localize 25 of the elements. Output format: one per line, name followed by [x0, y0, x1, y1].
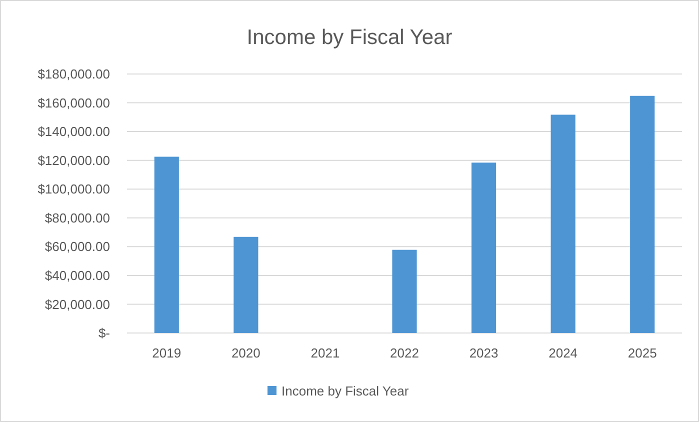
- bar: [630, 96, 655, 333]
- y-tick-label: $-: [98, 326, 110, 341]
- y-tick-label: $180,000.00: [38, 66, 110, 82]
- x-tick-label: 2019: [152, 346, 182, 361]
- y-tick-label: $40,000.00: [44, 268, 110, 283]
- x-tick-label: 2023: [469, 346, 498, 361]
- bar: [550, 114, 576, 333]
- x-tick-label: 2024: [548, 346, 578, 361]
- y-tick-label: $120,000.00: [38, 152, 110, 168]
- bar: [471, 162, 496, 333]
- x-tick-label: 2025: [628, 346, 657, 361]
- x-tick-label: 2021: [310, 346, 340, 361]
- y-tick-label: $20,000.00: [44, 296, 110, 312]
- x-tick-label: 2020: [231, 346, 260, 361]
- y-tick-label: $80,000.00: [44, 210, 110, 226]
- y-tick-label: $100,000.00: [38, 182, 110, 197]
- bar: [154, 156, 179, 333]
- y-tick-label: $160,000.00: [38, 95, 110, 110]
- chart-title: Income by Fiscal Year: [246, 26, 452, 49]
- x-tick-label: 2022: [390, 346, 419, 361]
- bar: [234, 236, 258, 333]
- legend-label: Income by Fiscal Year: [282, 384, 410, 399]
- y-tick-label: $140,000.00: [38, 124, 110, 140]
- y-tick-label: $60,000.00: [44, 239, 110, 254]
- bar: [392, 250, 417, 333]
